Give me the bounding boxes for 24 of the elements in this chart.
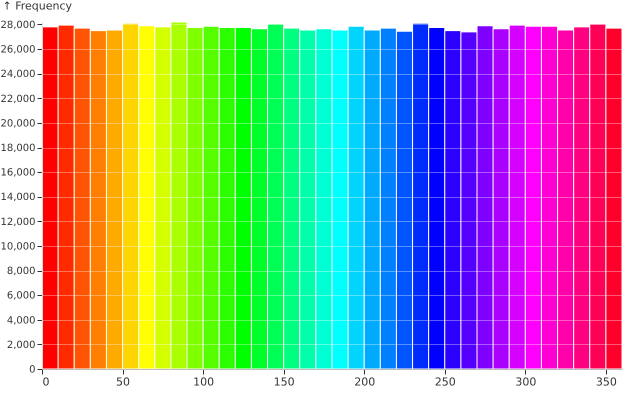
y-tick-label: 16,000 [0, 168, 36, 179]
y-tick-label: 10,000 [0, 241, 36, 252]
x-tick-label: 250 [434, 376, 456, 388]
y-tick-label: 24,000 [0, 69, 36, 80]
y-tick-label: 18,000 [0, 143, 36, 154]
x-tick-label: 150 [274, 376, 295, 388]
y-tick-label: 12,000 [0, 216, 36, 228]
y-tick-label: 6,000 [6, 290, 36, 302]
x-tick-label: 100 [193, 376, 214, 388]
y-axis-title: ↑ Frequency [2, 0, 73, 12]
y-tick-label: 28,000 [0, 20, 36, 31]
y-tick-label: 14,000 [0, 192, 36, 204]
y-tick-label: 4,000 [6, 315, 36, 326]
x-tick-label: 50 [116, 376, 130, 388]
y-tick-label: 0 [29, 364, 36, 376]
y-tick-label: 26,000 [0, 44, 36, 56]
x-tick-label: 200 [354, 376, 376, 388]
x-tick-label: 350 [596, 376, 617, 388]
y-tick-label: 2,000 [6, 340, 36, 351]
y-tick-label: 22,000 [0, 94, 36, 105]
x-tick-label: 300 [515, 376, 536, 388]
x-tick-label: 0 [42, 376, 50, 388]
y-tick-label: 20,000 [0, 118, 36, 130]
y-tick-label: 8,000 [6, 266, 36, 278]
